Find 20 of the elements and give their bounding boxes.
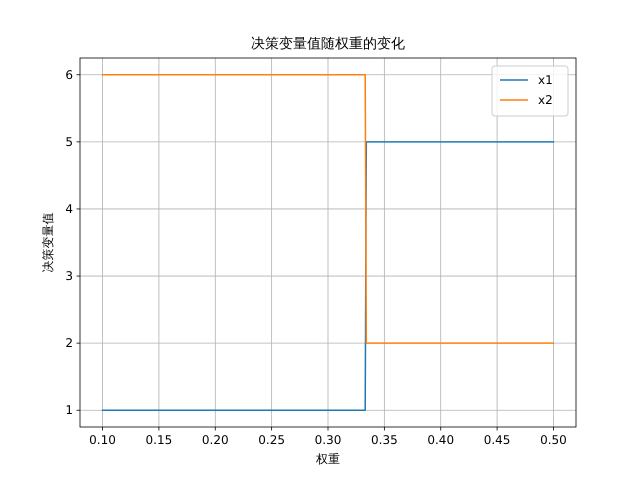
x-tick-label: 0.50 <box>540 433 567 447</box>
x-tick-label: 0.40 <box>427 433 454 447</box>
x-tick-label: 0.30 <box>314 433 342 447</box>
y-tick-label: 5 <box>65 134 73 149</box>
legend-label: x2 <box>538 93 553 107</box>
y-axis-title: 决策变量值 <box>41 212 55 272</box>
x-tick-label: 0.25 <box>258 433 285 447</box>
chart-title: 决策变量值随权重的变化 <box>251 36 405 52</box>
x-tick-label: 0.35 <box>371 433 398 447</box>
x-tick-label: 0.15 <box>146 433 172 447</box>
x-tick-label: 0.10 <box>89 433 116 447</box>
x-tick-label: 0.45 <box>484 433 510 447</box>
legend-label: x1 <box>538 73 553 87</box>
y-tick-label: 3 <box>65 269 73 284</box>
x-axis-title: 权重 <box>315 452 340 466</box>
y-tick-label: 6 <box>65 68 73 82</box>
x-tick-label: 0.20 <box>202 433 229 447</box>
y-tick-label: 2 <box>65 336 73 350</box>
y-tick-label: 1 <box>65 403 73 418</box>
y-tick-label: 4 <box>65 202 73 216</box>
